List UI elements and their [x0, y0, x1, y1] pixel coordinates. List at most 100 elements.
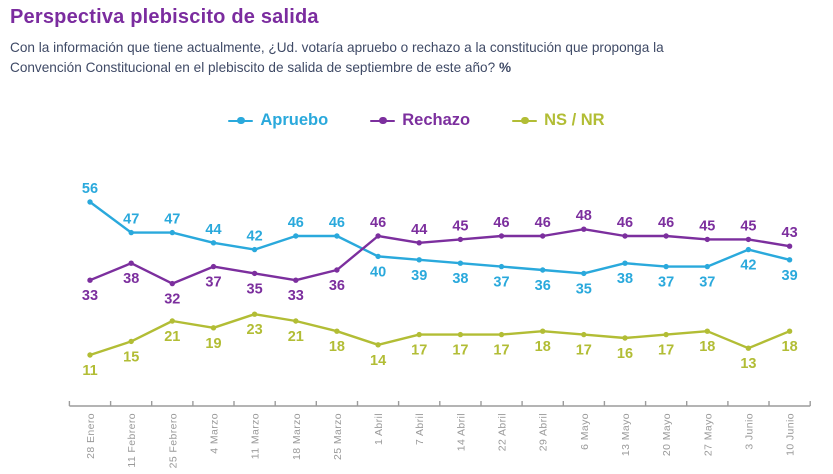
data-label: 17	[452, 343, 468, 359]
x-axis-label: 3 Junio	[743, 413, 755, 450]
series-line	[88, 228, 791, 285]
data-label: 47	[164, 212, 180, 228]
data-point	[786, 243, 793, 249]
subtitle-line-2: Convención Constitucional en el plebisci…	[10, 60, 499, 76]
chart-legend: Apruebo Rechazo NS / NR	[10, 111, 823, 130]
data-point	[251, 270, 258, 277]
data-point	[498, 331, 505, 338]
series-line	[88, 200, 791, 275]
data-point	[293, 277, 299, 283]
data-label: 46	[288, 215, 304, 231]
data-label: 18	[782, 339, 798, 355]
data-point	[786, 328, 793, 334]
data-point	[622, 260, 628, 266]
data-point	[663, 233, 669, 239]
data-point	[251, 246, 258, 253]
data-label: 46	[329, 215, 345, 231]
data-label: 38	[617, 271, 633, 287]
data-label: 16	[617, 346, 633, 362]
data-point	[169, 229, 175, 236]
data-label: 18	[535, 339, 551, 355]
x-axis-label: 7 Abril	[414, 413, 426, 445]
data-label: 13	[740, 356, 756, 372]
data-point	[128, 260, 134, 266]
legend-item-rechazo: Rechazo	[370, 111, 470, 130]
page-title: Perspectiva plebiscito de salida	[10, 6, 319, 28]
data-point	[293, 318, 299, 324]
data-label: 32	[164, 292, 180, 308]
x-axis-label: 13 Mayo	[620, 413, 632, 456]
data-label: 21	[164, 329, 180, 345]
legend-item-apruebo: Apruebo	[228, 111, 328, 130]
x-axis-label: 25 Febrero	[167, 413, 179, 468]
data-point	[498, 233, 505, 239]
data-point	[622, 233, 628, 239]
x-axis-label: 14 Abril	[455, 413, 467, 451]
data-point	[581, 331, 587, 338]
data-label: 19	[205, 336, 221, 352]
data-point	[745, 236, 752, 243]
data-point	[375, 233, 381, 239]
x-axis-label: 10 Junio	[785, 413, 797, 456]
data-point	[704, 236, 710, 243]
data-label: 46	[658, 215, 674, 231]
data-label: 42	[247, 229, 263, 245]
data-point	[457, 331, 464, 338]
x-axis-label: 29 Abril	[538, 413, 550, 451]
data-label: 33	[288, 288, 304, 304]
data-label: 18	[699, 339, 715, 355]
data-label: 37	[493, 275, 509, 291]
data-point	[704, 328, 710, 334]
x-axis-label: 20 Mayo	[661, 413, 673, 456]
data-point	[334, 267, 340, 273]
data-label: 48	[576, 208, 592, 224]
legend-item-nsnr: NS / NR	[512, 111, 605, 130]
x-axis-label: 4 Marzo	[209, 413, 221, 454]
x-axis-label: 28 Enero	[85, 413, 97, 459]
data-label: 38	[452, 271, 468, 287]
x-axis-label: 27 Mayo	[702, 413, 714, 456]
data-point	[128, 229, 134, 236]
data-point	[663, 263, 669, 270]
subtitle-line-1: Con la información que tiene actualmente…	[10, 40, 664, 55]
data-label: 38	[123, 271, 139, 287]
data-point	[457, 236, 464, 243]
data-point	[786, 257, 793, 263]
data-label: 45	[452, 218, 468, 234]
data-point	[334, 328, 340, 334]
data-label: 14	[370, 353, 386, 369]
data-label: 23	[247, 322, 263, 338]
data-label: 42	[740, 258, 756, 274]
data-point	[210, 325, 217, 331]
x-axis-label: 11 Marzo	[250, 413, 262, 459]
data-point	[210, 240, 217, 246]
data-point	[375, 253, 381, 260]
legend-label-rechazo: Rechazo	[402, 111, 471, 130]
data-point	[416, 240, 422, 246]
data-point	[581, 270, 587, 277]
data-point	[87, 199, 93, 205]
data-label: 11	[82, 363, 97, 379]
data-label: 46	[370, 215, 386, 231]
data-point	[663, 331, 669, 338]
data-label: 35	[247, 281, 263, 297]
series-line	[88, 313, 791, 357]
data-point	[745, 345, 752, 351]
data-point	[416, 257, 422, 263]
data-label: 17	[493, 343, 509, 359]
data-point	[457, 260, 464, 266]
data-point	[251, 311, 258, 317]
data-point	[622, 335, 628, 341]
line-dot-marker-icon	[228, 116, 254, 126]
data-label: 17	[576, 343, 592, 359]
data-label: 18	[329, 339, 345, 355]
data-point	[87, 277, 93, 283]
legend-label-nsnr: NS / NR	[544, 111, 605, 130]
data-point	[169, 318, 175, 324]
data-label: 33	[82, 288, 98, 304]
data-point	[540, 328, 546, 334]
data-label: 56	[82, 181, 98, 197]
data-label: 46	[535, 215, 551, 231]
data-point	[540, 267, 546, 273]
